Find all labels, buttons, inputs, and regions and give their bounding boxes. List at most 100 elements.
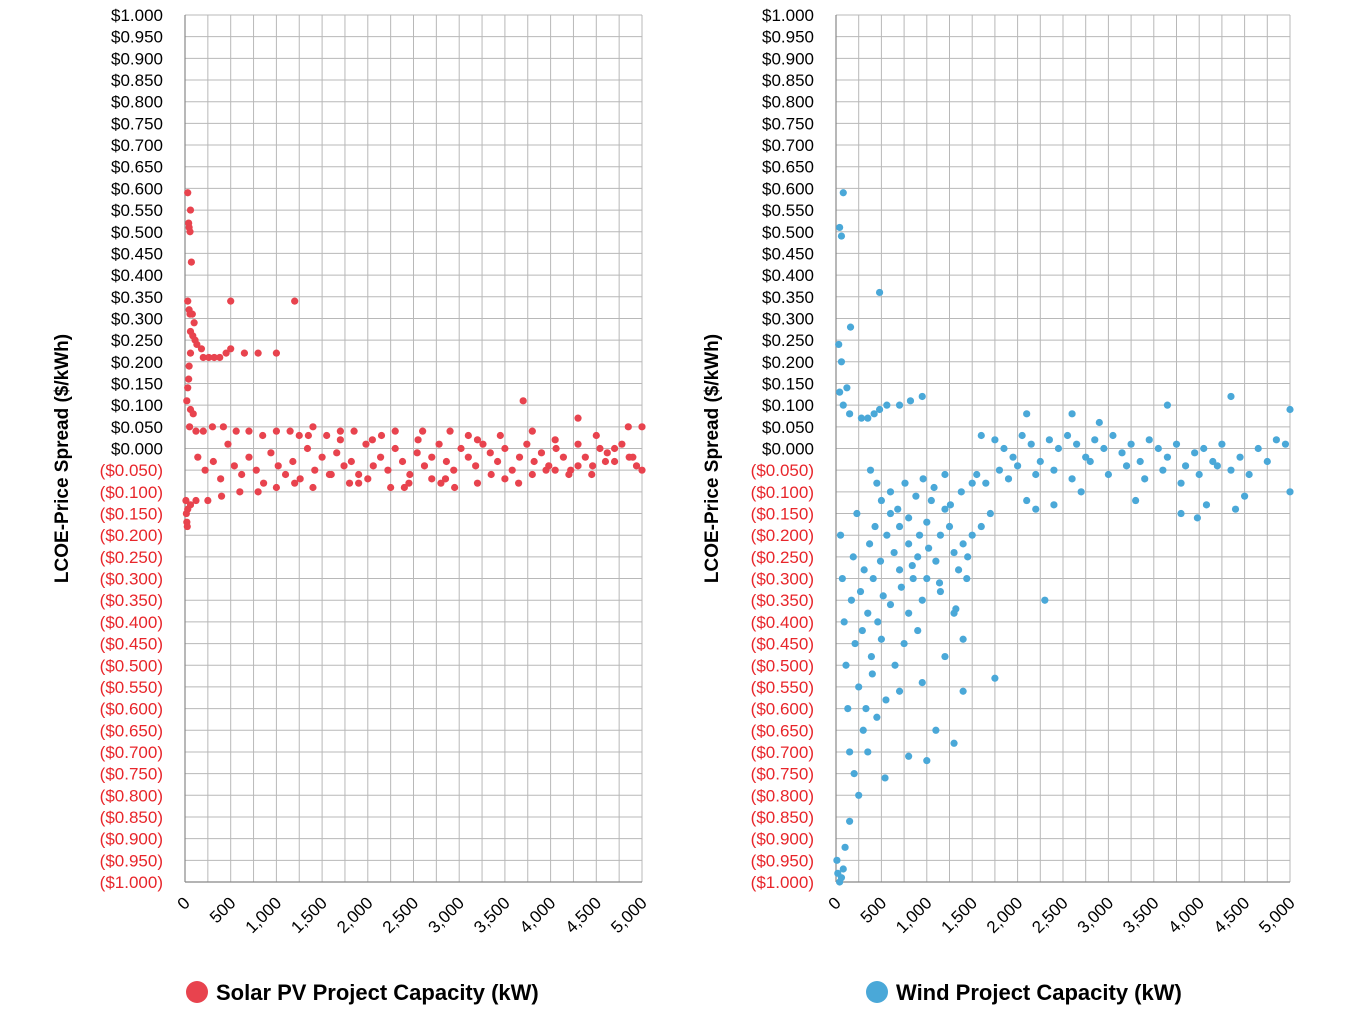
data-point [1032,505,1040,513]
y-tick-label: $0.100 [762,396,814,415]
y-axis-label: LCOE-Price Spread ($/kWh) [52,334,73,583]
data-point [318,453,326,461]
data-point [472,462,480,470]
data-point [968,531,976,539]
data-point [369,462,377,470]
data-point [347,457,355,466]
data-point [185,362,193,370]
data-point [1122,462,1131,470]
data-point [435,440,443,448]
data-point [886,488,895,496]
data-point [1073,440,1081,448]
y-tick-label: $1.000 [762,6,814,25]
data-point [405,479,413,487]
data-point [364,475,372,483]
data-point [912,492,920,500]
data-point [638,466,646,474]
data-point [963,574,971,583]
data-point [473,479,482,487]
data-point [836,223,844,232]
data-point [384,466,392,474]
data-point [473,436,482,444]
data-point [950,739,958,747]
data-point [186,206,195,214]
data-point [254,349,262,357]
y-tick-label: ($0.700) [100,743,163,762]
y-tick-label: ($0.750) [100,765,163,784]
data-points [182,189,646,531]
data-point [291,479,299,487]
y-tick-label: $0.550 [762,201,814,220]
y-tick-label: ($0.050) [100,461,163,480]
data-point [182,496,190,505]
data-point [877,635,886,643]
data-point [183,397,191,405]
data-point [1177,479,1185,487]
data-point [552,444,560,453]
data-point [227,297,235,305]
data-point [1286,405,1294,414]
data-point [185,375,193,383]
data-point [487,470,495,479]
data-point [838,574,846,583]
data-point [846,817,854,825]
data-point [201,466,209,474]
y-tick-label: $0.000 [111,440,163,459]
x-tick-label: 3,000 [1074,893,1118,937]
data-point [259,431,267,440]
y-tick-label: ($0.400) [100,613,163,632]
data-point [1068,410,1076,418]
y-tick-label: $0.950 [111,28,163,47]
y-tick-label: $0.500 [111,223,163,242]
y-tick-label: $0.200 [111,353,163,372]
data-point [603,449,611,457]
data-point [862,705,870,713]
y-tick-label: $0.300 [111,309,163,328]
data-point [227,345,235,353]
data-point [377,431,386,440]
y-tick-label: ($0.350) [100,591,163,610]
data-point [846,410,854,418]
y-tick-label: $0.700 [111,136,163,155]
data-point [849,553,857,561]
data-point [873,479,881,487]
data-point [350,427,358,435]
data-point [193,340,201,349]
data-point [523,440,531,448]
y-tick-label: $0.250 [762,331,814,350]
y-tick-label: ($0.950) [751,851,814,870]
y-tick-label: $0.100 [111,396,163,415]
data-point [519,397,527,405]
data-point [864,609,872,617]
y-tick-label: ($0.950) [100,851,163,870]
data-point [874,618,882,626]
data-point [883,401,891,409]
data-point [183,522,191,531]
data-point [870,410,878,418]
y-tick-labels: $1.000 $0.950 $0.900 $0.850 $0.800 $0.750 $0.7… [100,6,163,892]
data-point [935,579,944,587]
y-tick-label: $1.000 [111,6,163,25]
data-point [184,297,192,305]
data-point [1086,457,1094,466]
data-point [625,453,633,461]
data-point [362,440,370,448]
data-point [551,466,559,474]
data-point [413,449,421,457]
data-point [891,661,899,669]
data-point [355,479,363,487]
y-tick-label: ($0.100) [100,483,163,502]
data-point [254,488,262,496]
data-point [977,522,985,531]
data-point [905,514,913,522]
data-point [1172,440,1181,448]
data-point [860,566,868,574]
data-point [464,453,472,461]
data-point [291,297,299,305]
data-point [289,457,297,466]
data-point [304,431,312,440]
data-point [457,444,465,453]
data-point [601,457,610,466]
y-tick-label: $0.250 [111,331,163,350]
data-point [216,353,224,362]
